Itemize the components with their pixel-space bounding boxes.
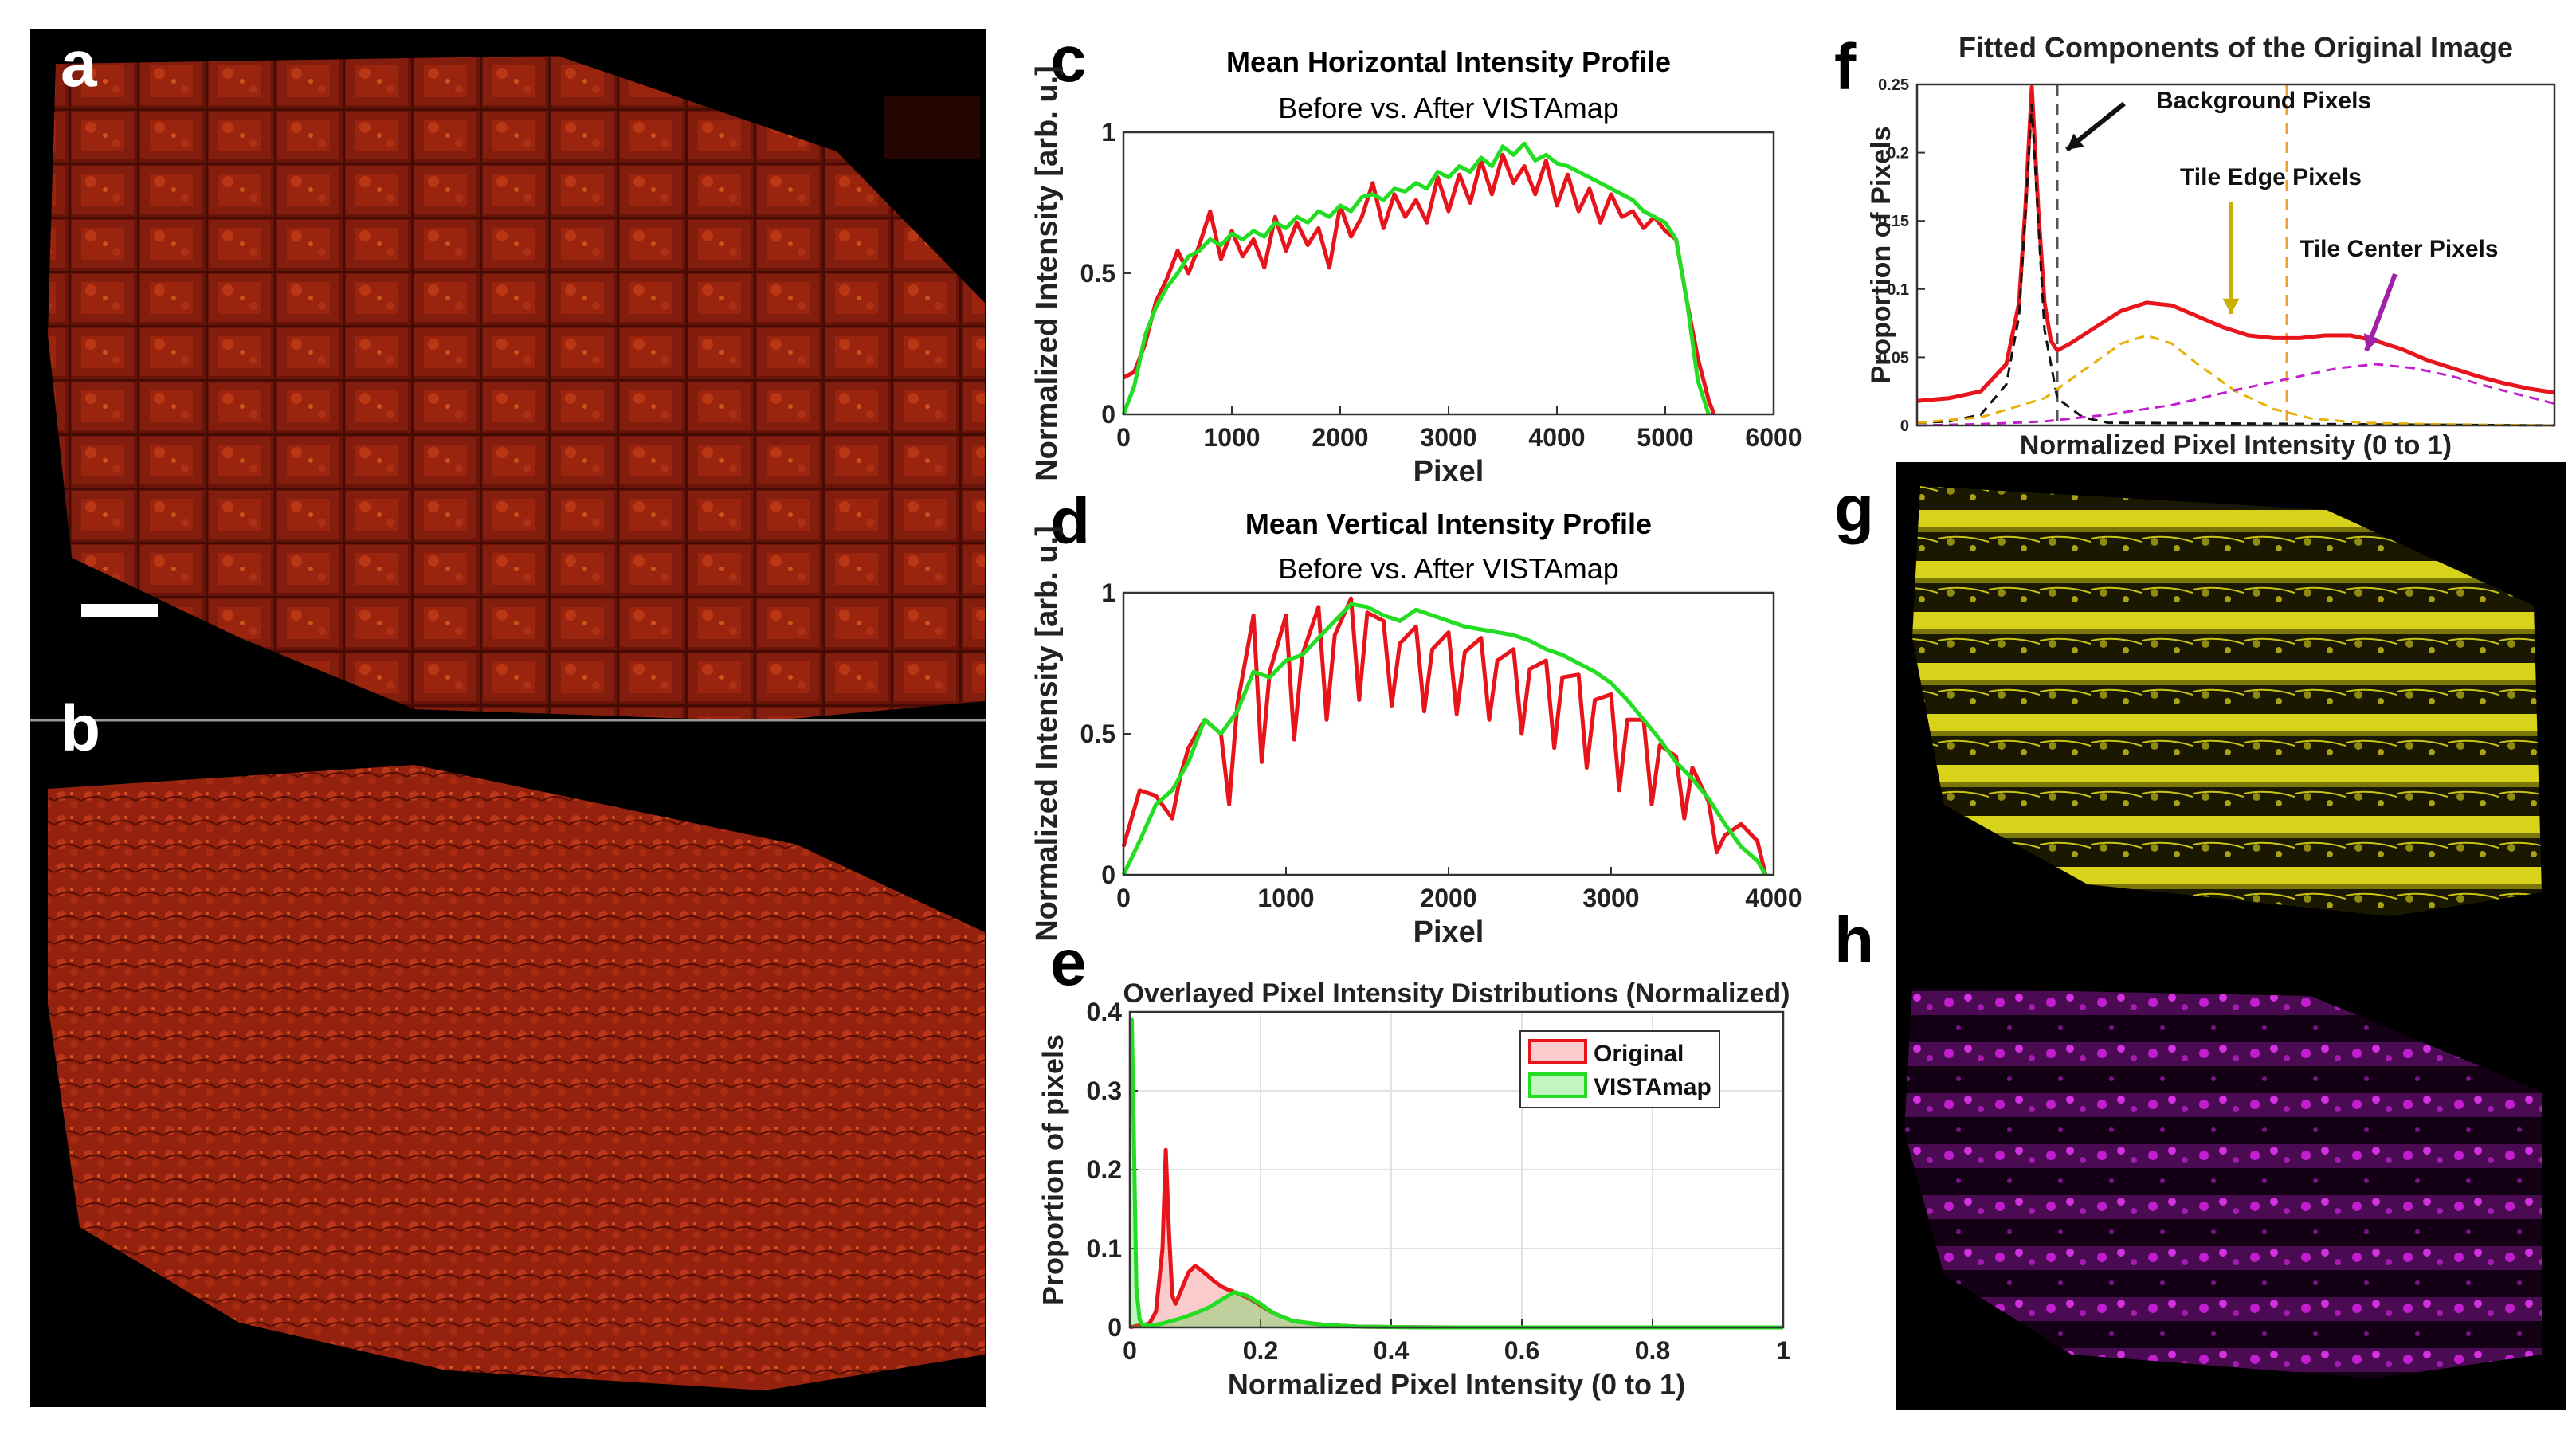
y-tick-label: 0 [1108,1313,1122,1342]
panel-label-d: d [1050,485,1090,558]
y-tick-label: 1 [1101,118,1115,147]
x-tick-label: 0.8 [1635,1336,1670,1365]
chart-title: Mean Vertical Intensity Profile [1245,508,1652,540]
series-line-vistamap [1121,602,1767,876]
y-tick-label: 0 [1101,861,1115,889]
series-line-original [1122,152,1716,415]
series-line-tile-center [1916,363,2555,427]
panel-label-e: e [1050,927,1087,999]
y-tick-label: 0.1 [1887,281,1909,299]
x-tick-label: 3000 [1420,423,1476,452]
x-axis-label: Pixel [1413,915,1484,949]
x-axis-label: Normalized Pixel Intensity (0 to 1) [2020,430,2452,461]
x-tick-label: 0.4 [1374,1336,1410,1365]
panel-g-image [1912,486,2542,916]
scale-bar [81,604,158,617]
series-line-vistamap [1121,141,1711,415]
x-tick-label: 1000 [1203,423,1260,452]
legend-swatch [1528,1039,1587,1064]
x-tick-label: 2000 [1312,423,1368,452]
y-tick-label: 0.5 [1080,719,1115,748]
series-line-vistamap [1130,1017,1783,1330]
x-tick-label: 4000 [1528,423,1585,452]
y-tick-label: 0.15 [1878,213,1909,230]
y-tick-label: 0.1 [1087,1234,1122,1263]
x-tick-label: 0 [1116,884,1131,912]
panel-b-image [48,765,985,1390]
chart-fitted-components: Fitted Components of the Original Image 0… [1866,31,2556,461]
annotation-arrowhead [2222,298,2240,314]
x-tick-label: 4000 [1745,884,1802,912]
panel-label-g: g [1834,472,1874,545]
x-tick-label: 0 [1123,1336,1137,1365]
panel-h-image [1904,988,2542,1378]
y-tick-label: 0.3 [1087,1076,1122,1105]
chart-horizontal-profile: Mean Horizontal Intensity Profile Before … [1030,45,1802,488]
y-tick-label: 0.05 [1878,349,1909,367]
x-tick-label: 1000 [1257,884,1314,912]
panel-label-c: c [1050,23,1087,96]
series-line-total [1916,84,2555,403]
panel-label-h: h [1834,904,1874,977]
chart-title: Mean Horizontal Intensity Profile [1226,45,1671,78]
x-tick-label: 5000 [1637,423,1693,452]
chart-title: Fitted Components of the Original Image [1958,31,2513,64]
axes-box [1915,83,2556,427]
y-tick-label: 0.2 [1887,145,1909,163]
axes-box [1122,131,1775,416]
series-area-original [1130,1150,1783,1327]
y-tick-label: 0.5 [1080,259,1115,288]
legend-label: VISTAmap [1594,1074,1711,1100]
y-axis-label: Proportion of pixels [1037,1034,1069,1305]
y-axis-label: Normalized Intensity [arb. u.] [1030,526,1064,942]
series-line-tile-edge [1916,334,2555,427]
x-tick-label: 6000 [1745,423,1802,452]
annotation-arrowhead [2363,333,2380,351]
x-tick-label: 3000 [1582,884,1639,912]
annotation-arrowhead [2067,133,2084,150]
y-tick-label: 0.25 [1878,76,1909,94]
x-tick-label: 0.6 [1504,1336,1539,1365]
legend-label: Original [1594,1041,1684,1067]
y-axis-label: Normalized Intensity [arb. u.] [1030,65,1064,481]
annotation-label: Background Pixels [2156,88,2371,114]
y-tick-label: 0 [1101,400,1115,429]
annotation-label: Tile Center Pixels [2300,236,2499,262]
chart-subtitle: Before vs. After VISTAmap [1278,92,1619,124]
panel-label-b: b [61,692,100,765]
chart-vertical-profile: Mean Vertical Intensity Profile Before vs… [1030,508,1802,949]
chart-title: Overlayed Pixel Intensity Distributions … [1123,978,1790,1009]
chart-subtitle: Before vs. After VISTAmap [1278,552,1619,585]
panel-a-image [48,56,985,721]
x-axis-label: Normalized Pixel Intensity (0 to 1) [1228,1368,1685,1401]
panel-label-a: a [61,28,98,100]
axes-box [1128,1010,1785,1329]
axes-box [1122,591,1775,876]
x-tick-label: 2000 [1420,884,1476,912]
y-tick-label: 1 [1101,578,1115,607]
y-tick-label: 0.4 [1087,998,1123,1026]
y-tick-label: 0.2 [1087,1155,1122,1184]
panel-label-f: f [1834,31,1857,104]
series-line-background [1916,104,2555,427]
x-tick-label: 0 [1116,423,1131,452]
annotation-label: Tile Edge Pixels [2180,164,2362,190]
chart-intensity-distributions: Overlayed Pixel Intensity Distributions … [1037,978,1790,1401]
legend-swatch [1528,1072,1587,1098]
x-tick-label: 0.2 [1243,1336,1278,1365]
y-tick-label: 0 [1900,418,1909,435]
x-tick-label: 1 [1776,1336,1790,1365]
series-line-original [1121,596,1768,876]
y-axis-label: Proportion of Pixels [1866,126,1896,383]
x-axis-label: Pixel [1413,455,1484,488]
